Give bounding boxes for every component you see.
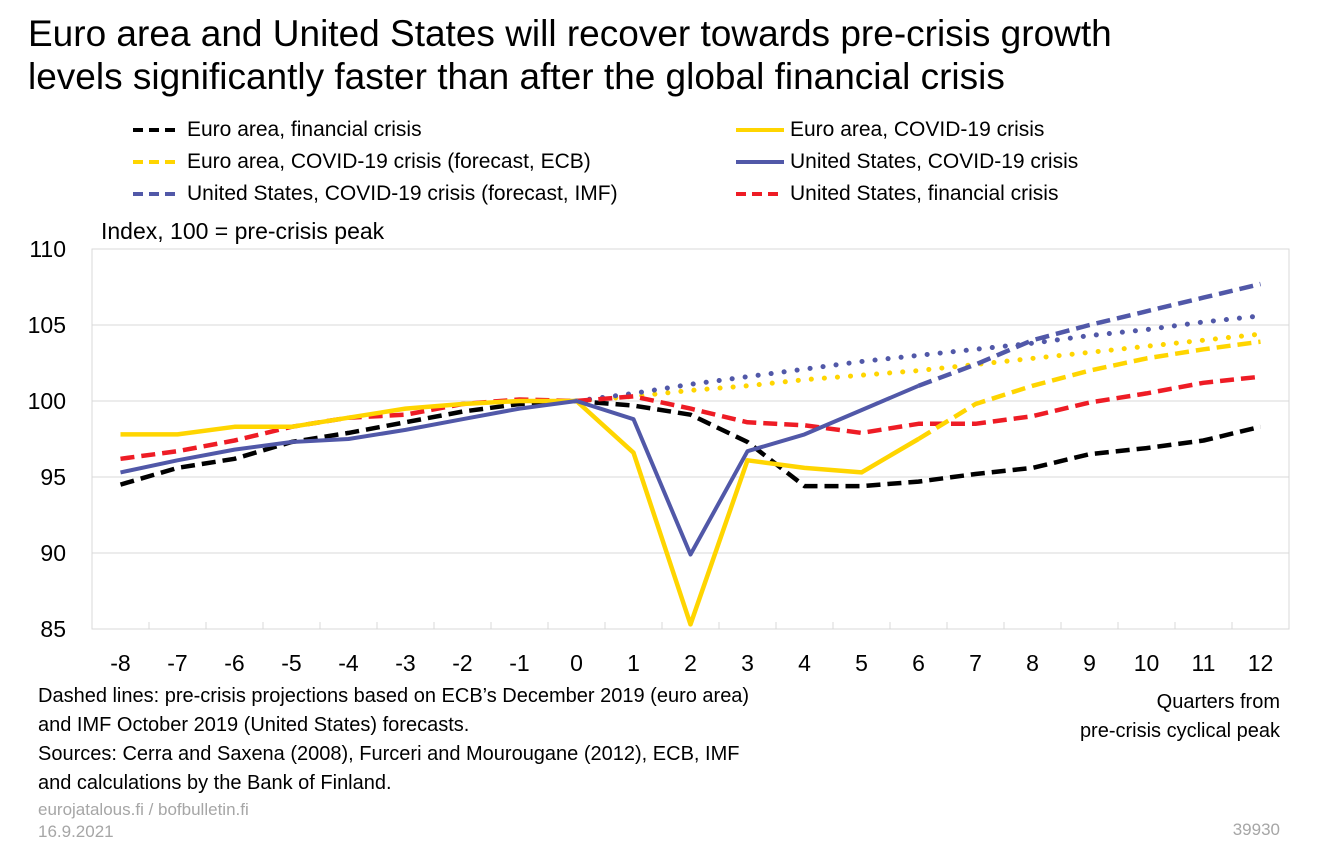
footer: eurojatalous.fi / bofbulletin.fi 16.9.20… xyxy=(38,799,249,843)
x-tick-label: 8 xyxy=(1026,650,1039,676)
legend-swatch xyxy=(133,192,181,196)
legend-swatch xyxy=(133,128,181,132)
x-axis-label-line-1: Quarters from xyxy=(1156,691,1280,713)
note-line-3: Sources: Cerra and Saxena (2008), Furcer… xyxy=(38,743,740,765)
x-tick-label: 9 xyxy=(1083,650,1096,676)
series-line-united-states-financial-crisis xyxy=(120,374,1261,462)
series-line-euro-area-covid-19-crisis xyxy=(120,398,920,627)
x-tick-label: -8 xyxy=(110,650,130,676)
x-tick-label: 4 xyxy=(798,650,811,676)
y-tick-label: 85 xyxy=(40,616,66,642)
plot-area xyxy=(91,248,1290,630)
series-line-euro-area-covid-19-crisis-forecast-ecb xyxy=(917,339,1261,441)
legend-label: Euro area, financial crisis xyxy=(187,118,422,141)
x-tick-label: 1 xyxy=(627,650,640,676)
x-tick-label: 11 xyxy=(1192,650,1216,676)
x-tick-label: 12 xyxy=(1248,650,1274,676)
legend-item: United States, financial crisis xyxy=(734,179,1058,209)
chart-title-line-2: levels significantly faster than after t… xyxy=(28,56,1005,97)
series-line-united-states-covid-19-crisis xyxy=(120,383,920,557)
x-tick-label: -4 xyxy=(338,650,359,676)
y-tick-label: 95 xyxy=(40,464,66,490)
x-tick-label: 2 xyxy=(684,650,697,676)
legend-swatch xyxy=(736,160,784,164)
legend-item: United States, COVID-19 crisis xyxy=(734,147,1078,177)
legend-swatch xyxy=(736,192,784,196)
x-tick-label: 3 xyxy=(741,650,754,676)
legend-label: Euro area, COVID-19 crisis (forecast, EC… xyxy=(187,150,591,173)
y-tick-label: 90 xyxy=(40,540,66,566)
chart-code: 39930 xyxy=(1232,820,1280,839)
chart-title: Euro area and United States will recover… xyxy=(28,12,1313,98)
legend-label: Euro area, COVID-19 crisis xyxy=(790,118,1045,141)
note-line-2: and IMF October 2019 (United States) for… xyxy=(38,714,470,736)
x-axis-label-line-2: pre-crisis cyclical peak xyxy=(1079,720,1280,742)
x-tick-label: 7 xyxy=(969,650,982,676)
legend-item: Euro area, COVID-19 crisis (forecast, EC… xyxy=(131,147,591,177)
y-tick-label: 105 xyxy=(28,312,66,338)
note-line-1: Dashed lines: pre-crisis projections bas… xyxy=(38,685,750,707)
x-tick-label: -5 xyxy=(281,650,301,676)
legend-swatch xyxy=(736,128,784,132)
legend-item: United States, COVID-19 crisis (forecast… xyxy=(131,179,618,209)
chart-title-line-1: Euro area and United States will recover… xyxy=(28,13,1112,54)
x-tick-label: 10 xyxy=(1134,650,1160,676)
legend-item: Euro area, financial crisis xyxy=(131,115,422,145)
x-tick-label: 5 xyxy=(855,650,868,676)
x-tick-label: -1 xyxy=(509,650,529,676)
x-tick-label: 6 xyxy=(912,650,925,676)
series-line-united-states-covid-19-crisis-forecast-imf xyxy=(917,281,1262,388)
series-line-euro-area-financial-crisis xyxy=(119,398,1262,489)
legend-item: Euro area, COVID-19 crisis xyxy=(734,115,1044,145)
legend-label: United States, COVID-19 crisis (forecast… xyxy=(187,182,618,205)
x-tick-label: -6 xyxy=(224,650,244,676)
series-line-united-states-dotted xyxy=(574,313,1263,404)
x-tick-label: -3 xyxy=(395,650,415,676)
legend-label: United States, financial crisis xyxy=(790,182,1059,205)
footer-date: 16.9.2021 xyxy=(38,822,114,841)
legend-label: United States, COVID-19 crisis xyxy=(790,150,1079,173)
y-tick-label: 110 xyxy=(29,236,66,262)
footer-site: eurojatalous.fi / bofbulletin.fi xyxy=(38,800,249,819)
x-axis-label: Quarters from pre-crisis cyclical peak xyxy=(1080,688,1280,746)
x-tick-label: 0 xyxy=(570,650,583,676)
x-tick-label: -2 xyxy=(452,650,472,676)
x-tick-label: -7 xyxy=(167,650,187,676)
y-tick-label: 100 xyxy=(28,388,66,414)
y-axis-label: Index, 100 = pre-crisis peak xyxy=(101,218,385,244)
legend-swatch xyxy=(133,160,181,164)
note-line-4: and calculations by the Bank of Finland. xyxy=(38,772,392,794)
chart-notes: Dashed lines: pre-crisis projections bas… xyxy=(38,682,749,798)
